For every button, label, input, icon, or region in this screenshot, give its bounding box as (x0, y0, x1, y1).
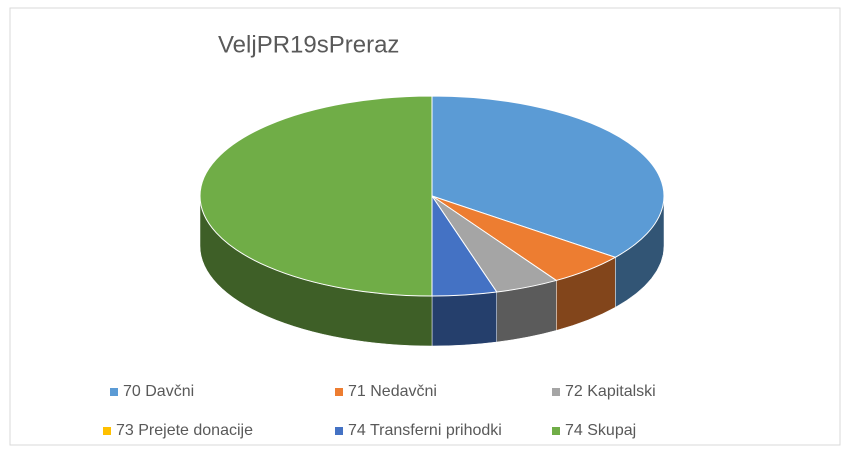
legend-marker (552, 427, 560, 435)
slice (431, 95, 665, 258)
legend-label: 74 Skupaj (565, 422, 636, 439)
legend-label: 73 Prejete donacije (116, 422, 253, 439)
legend-label: 72 Kapitalski (565, 383, 656, 400)
legend-label: 74 Transferni prihodki (348, 422, 502, 439)
legend-label: 70 Davčni (123, 383, 194, 400)
slice (199, 95, 433, 297)
legend-marker (103, 427, 111, 435)
legend-marker (110, 388, 118, 396)
slice-side (431, 291, 497, 347)
chart-title: VeljPR19sPreraz (218, 31, 399, 58)
legend-marker (335, 427, 343, 435)
legend-label: 71 Nedavčni (348, 383, 437, 400)
legend-marker (335, 388, 343, 396)
legend-marker (552, 388, 560, 396)
